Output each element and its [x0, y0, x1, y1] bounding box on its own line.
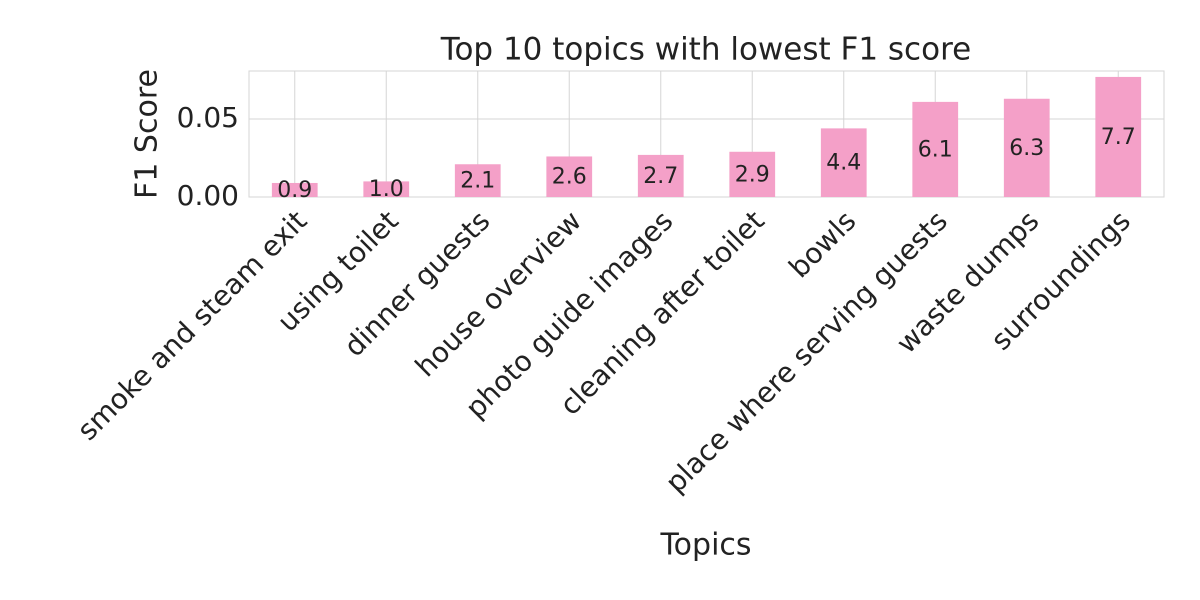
- bar: [271, 182, 318, 197]
- value-label: 2.7: [643, 164, 678, 189]
- bar: [820, 128, 867, 197]
- y-axis-label: F1 Score: [130, 69, 165, 199]
- x-tick-label: house overview: [409, 204, 588, 383]
- bar: [1003, 98, 1050, 197]
- value-label: 6.3: [1009, 136, 1044, 161]
- value-label: 4.4: [826, 151, 861, 176]
- x-axis-label: Topics: [659, 528, 751, 563]
- bar: [912, 101, 959, 197]
- value-label: 6.1: [918, 137, 953, 162]
- value-label: 7.7: [1101, 125, 1136, 150]
- y-tick-label: 0.05: [177, 101, 239, 134]
- bar: [454, 164, 501, 197]
- bar: [637, 154, 684, 197]
- chart-title: Top 10 topics with lowest F1 score: [440, 32, 971, 68]
- value-label: 0.9: [277, 178, 312, 203]
- value-label: 2.9: [735, 162, 770, 187]
- x-tick-label: smoke and steam exit: [71, 204, 314, 447]
- bar: [546, 156, 593, 197]
- x-tick-label: bowls: [782, 204, 862, 284]
- value-label: 2.1: [460, 169, 495, 194]
- value-label: 2.6: [552, 165, 587, 190]
- bar: [1095, 76, 1142, 197]
- value-label: 1.0: [369, 177, 404, 202]
- bar: [729, 151, 776, 197]
- y-tick-label: 0.00: [177, 179, 239, 212]
- bar: [363, 181, 410, 197]
